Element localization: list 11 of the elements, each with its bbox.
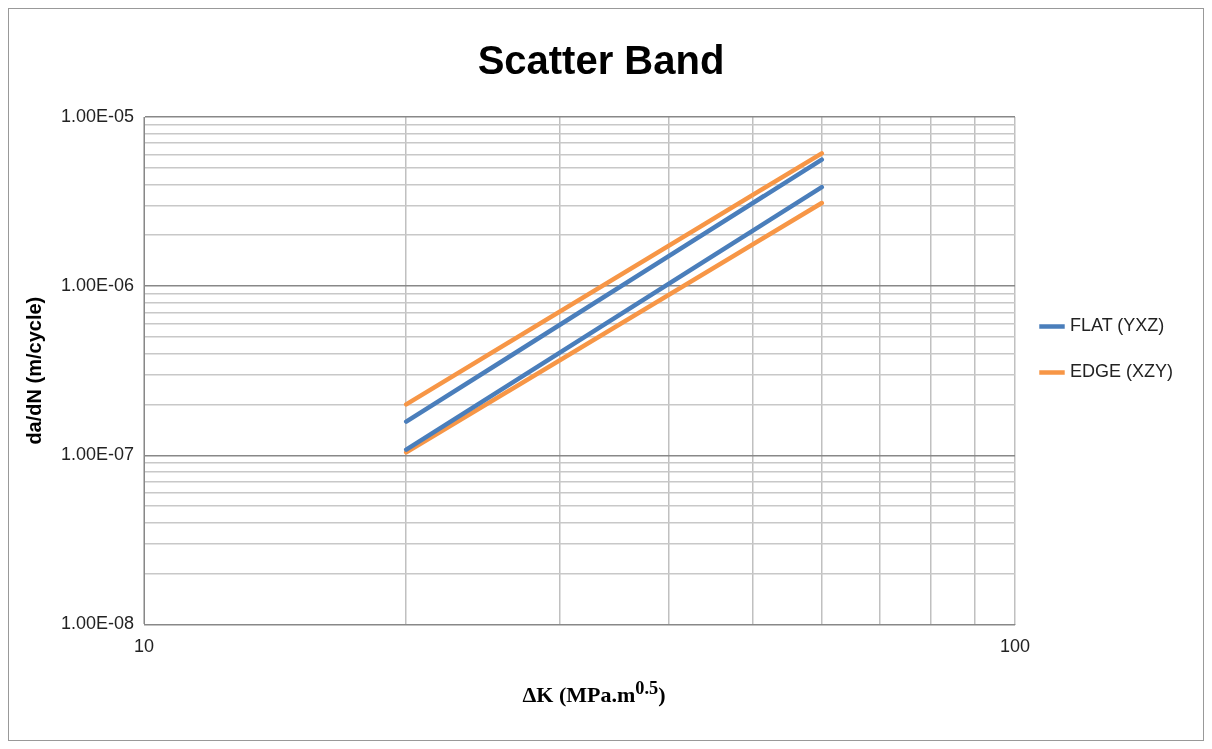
chart-title: Scatter Band <box>477 38 725 83</box>
legend-label: FLAT (YXZ) <box>1069 315 1165 336</box>
y-tick-label: 1.00E-08 <box>60 613 135 634</box>
y-tick-label: 1.00E-07 <box>60 444 135 465</box>
x-tick-label: 10 <box>134 636 155 657</box>
y-axis-title: da/dN (m/cycle) <box>22 296 45 445</box>
y-tick-label: 1.00E-06 <box>60 275 135 296</box>
legend-label: EDGE (XZY) <box>1069 361 1174 382</box>
y-tick-label: 1.00E-05 <box>60 105 135 126</box>
x-tick-label: 100 <box>999 636 1031 657</box>
x-axis-title: ΔK (MPa.m$^{0.5}$) <box>521 678 667 709</box>
